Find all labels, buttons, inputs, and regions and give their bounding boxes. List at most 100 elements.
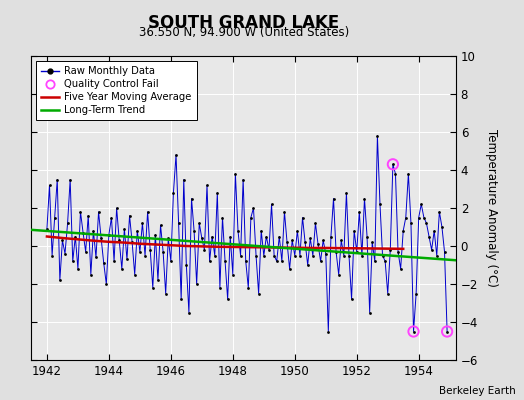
Point	[146, 246, 155, 253]
Point	[63, 220, 72, 226]
Point	[138, 220, 147, 226]
Point	[66, 176, 74, 183]
Point	[278, 258, 286, 264]
Point	[311, 220, 320, 226]
Point	[404, 170, 412, 177]
Point	[428, 246, 436, 253]
Point	[125, 212, 134, 219]
Point	[61, 250, 69, 257]
Point	[306, 235, 314, 242]
Point	[84, 212, 92, 219]
Point	[45, 182, 53, 188]
Point	[409, 328, 418, 335]
Point	[236, 252, 245, 259]
Point	[381, 258, 389, 264]
Point	[177, 296, 185, 302]
Point	[370, 258, 379, 264]
Point	[350, 228, 358, 234]
Point	[81, 248, 90, 255]
Point	[443, 328, 451, 335]
Point	[409, 328, 418, 335]
Point	[77, 209, 85, 215]
Point	[198, 235, 206, 242]
Point	[433, 252, 441, 259]
Point	[399, 228, 407, 234]
Point	[334, 271, 343, 278]
Point	[144, 209, 152, 215]
Point	[376, 201, 384, 207]
Point	[192, 281, 201, 287]
Point	[242, 258, 250, 264]
Point	[440, 248, 449, 255]
Point	[167, 258, 175, 264]
Point	[438, 224, 446, 230]
Point	[141, 252, 149, 259]
Point	[211, 252, 219, 259]
Point	[53, 176, 61, 183]
Point	[355, 209, 364, 215]
Point	[327, 233, 335, 240]
Point	[314, 241, 322, 247]
Point	[365, 309, 374, 316]
Point	[156, 222, 165, 228]
Point	[100, 260, 108, 266]
Point	[417, 201, 425, 207]
Point	[397, 266, 405, 272]
Point	[259, 252, 268, 259]
Point	[412, 290, 420, 297]
Point	[130, 271, 139, 278]
Point	[174, 220, 183, 226]
Point	[286, 266, 294, 272]
Point	[249, 205, 258, 211]
Point	[149, 285, 157, 291]
Y-axis label: Temperature Anomaly (°C): Temperature Anomaly (°C)	[485, 129, 498, 287]
Point	[384, 290, 392, 297]
Point	[443, 328, 451, 335]
Point	[48, 252, 56, 259]
Point	[401, 214, 410, 221]
Point	[342, 190, 351, 196]
Point	[221, 258, 230, 264]
Point	[270, 252, 278, 259]
Point	[223, 296, 232, 302]
Title: SOUTH GRAND LAKE: SOUTH GRAND LAKE	[148, 14, 339, 32]
Point	[205, 258, 214, 264]
Point	[239, 176, 247, 183]
Point	[319, 237, 328, 244]
Legend: Raw Monthly Data, Quality Control Fail, Five Year Moving Average, Long-Term Tren: Raw Monthly Data, Quality Control Fail, …	[37, 61, 197, 120]
Point	[425, 233, 433, 240]
Point	[435, 209, 443, 215]
Point	[347, 296, 356, 302]
Point	[303, 262, 312, 268]
Point	[275, 233, 283, 240]
Point	[422, 220, 431, 226]
Point	[298, 214, 307, 221]
Point	[265, 246, 273, 253]
Point	[110, 258, 118, 264]
Point	[92, 254, 100, 261]
Point	[219, 214, 227, 221]
Point	[316, 258, 325, 264]
Point	[169, 190, 178, 196]
Point	[86, 271, 95, 278]
Point	[309, 252, 317, 259]
Point	[71, 233, 80, 240]
Point	[107, 214, 116, 221]
Point	[252, 252, 260, 259]
Point	[255, 290, 263, 297]
Point	[50, 214, 59, 221]
Point	[420, 214, 428, 221]
Point	[262, 233, 270, 240]
Point	[216, 285, 224, 291]
Point	[161, 290, 170, 297]
Point	[105, 231, 113, 238]
Point	[159, 248, 167, 255]
Point	[164, 235, 172, 242]
Point	[151, 231, 159, 238]
Point	[247, 214, 255, 221]
Point	[74, 266, 82, 272]
Point	[115, 237, 123, 244]
Point	[324, 328, 333, 335]
Point	[244, 285, 253, 291]
Point	[386, 246, 395, 253]
